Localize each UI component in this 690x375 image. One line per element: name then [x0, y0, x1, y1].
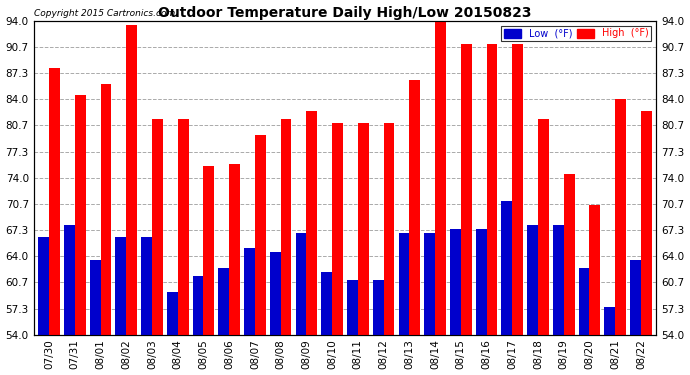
Bar	[502, 201, 512, 335]
Bar	[64, 225, 75, 335]
Bar	[641, 111, 651, 335]
Bar	[229, 164, 240, 335]
Bar	[424, 232, 435, 335]
Bar	[270, 252, 281, 335]
Bar	[101, 84, 111, 335]
Bar	[141, 237, 152, 335]
Bar	[475, 229, 486, 335]
Bar	[204, 166, 215, 335]
Bar	[358, 123, 368, 335]
Bar	[281, 119, 291, 335]
Bar	[553, 225, 564, 335]
Bar	[512, 44, 523, 335]
Bar	[384, 123, 395, 335]
Bar	[49, 68, 60, 335]
Bar	[306, 111, 317, 335]
Bar	[219, 268, 229, 335]
Bar	[193, 276, 204, 335]
Bar	[152, 119, 163, 335]
Bar	[615, 99, 626, 335]
Bar	[75, 95, 86, 335]
Bar	[486, 44, 497, 335]
Bar	[244, 248, 255, 335]
Bar	[347, 280, 358, 335]
Bar	[579, 268, 589, 335]
Bar	[332, 123, 343, 335]
Text: Copyright 2015 Cartronics.com: Copyright 2015 Cartronics.com	[34, 9, 175, 18]
Bar	[461, 44, 471, 335]
Bar	[589, 205, 600, 335]
Bar	[564, 174, 575, 335]
Bar	[126, 25, 137, 335]
Bar	[630, 260, 641, 335]
Bar	[527, 225, 538, 335]
Bar	[178, 119, 188, 335]
Bar	[322, 272, 332, 335]
Legend: Low  (°F), High  (°F): Low (°F), High (°F)	[501, 26, 651, 41]
Bar	[39, 237, 49, 335]
Bar	[115, 237, 126, 335]
Bar	[255, 135, 266, 335]
Title: Outdoor Temperature Daily High/Low 20150823: Outdoor Temperature Daily High/Low 20150…	[158, 6, 532, 20]
Bar	[604, 307, 615, 335]
Bar	[295, 232, 306, 335]
Bar	[167, 291, 178, 335]
Bar	[409, 80, 420, 335]
Bar	[538, 119, 549, 335]
Bar	[90, 260, 101, 335]
Bar	[435, 17, 446, 335]
Bar	[450, 229, 461, 335]
Bar	[373, 280, 384, 335]
Bar	[399, 232, 409, 335]
